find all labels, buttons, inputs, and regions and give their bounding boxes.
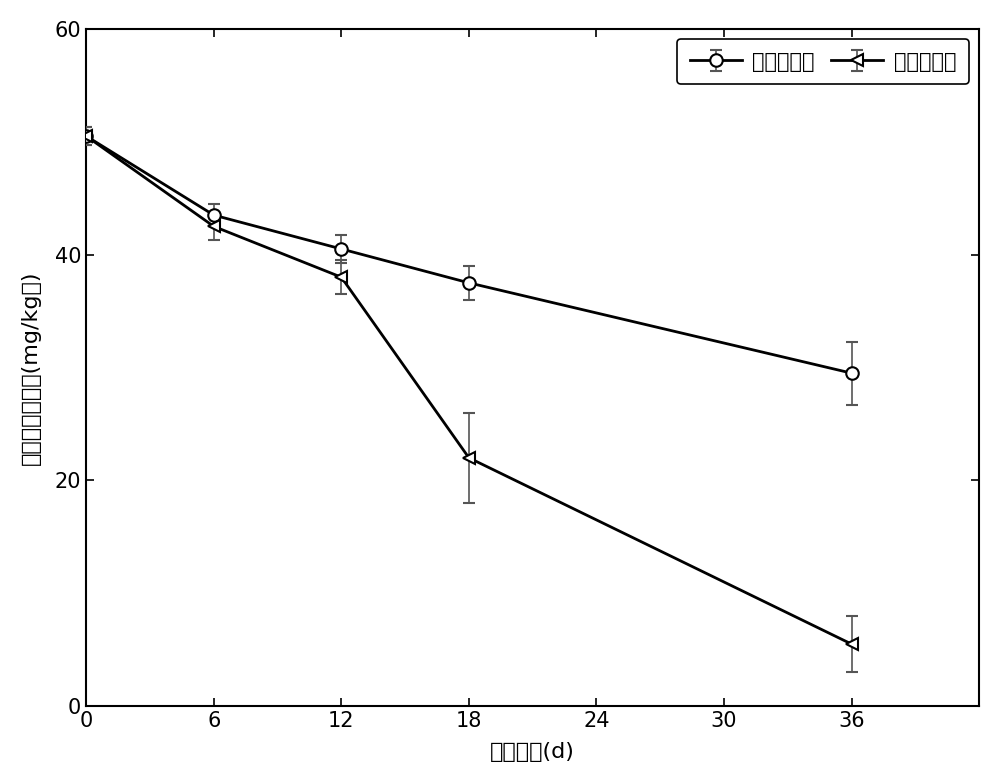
Legend: 游离菌对照, 本发明菌剂: 游离菌对照, 本发明菌剂	[677, 39, 969, 85]
Y-axis label: 土壤中芹残留量(mg/kg土): 土壤中芹残留量(mg/kg土)	[21, 270, 41, 465]
X-axis label: 降解时间(d): 降解时间(d)	[490, 742, 575, 762]
